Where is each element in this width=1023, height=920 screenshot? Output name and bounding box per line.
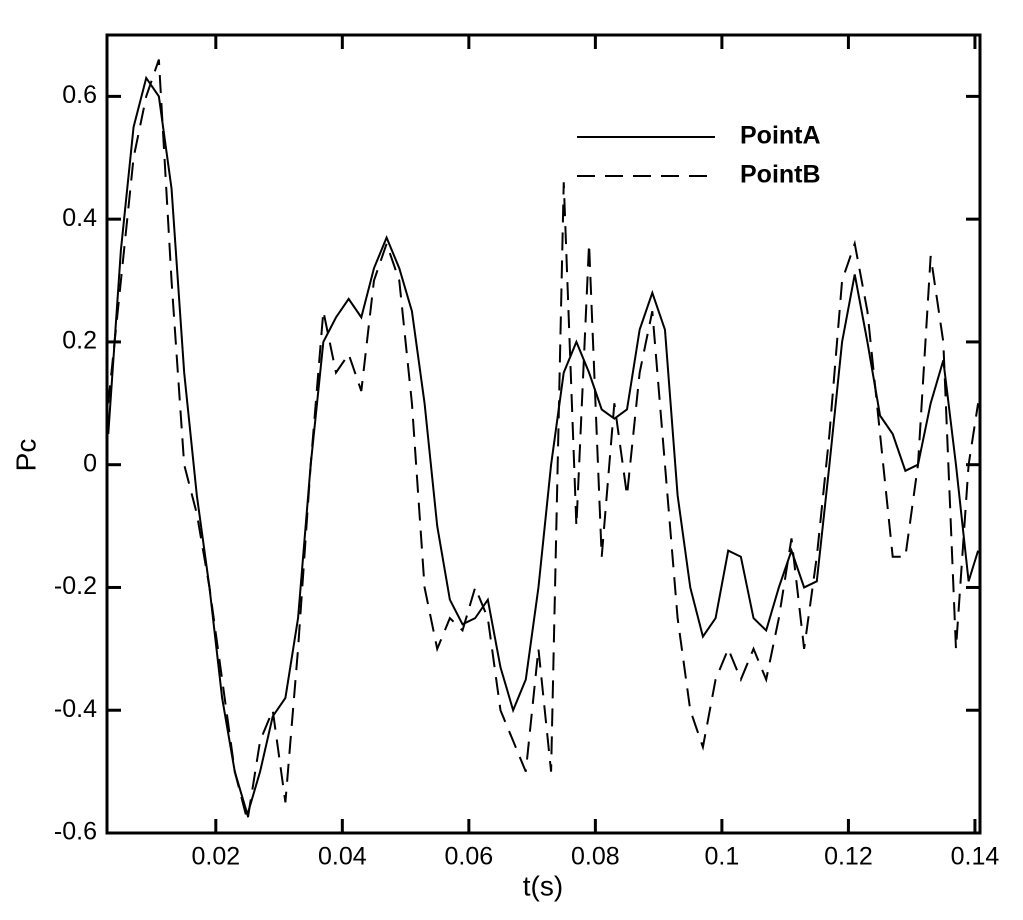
legend-label: PointB (740, 161, 821, 189)
x-axis-label: t(s) (523, 870, 563, 901)
y-axis-label: Pc (10, 439, 41, 472)
legend-label: PointA (740, 122, 821, 150)
y-tick-label: 0.6 (62, 81, 97, 109)
x-tick-label: 0.02 (191, 843, 240, 871)
x-tick-label: 0.14 (951, 843, 1000, 871)
x-tick-label: 0.08 (571, 843, 620, 871)
plot-frame (105, 33, 982, 835)
y-tick-label: 0.2 (62, 327, 97, 355)
y-tick-label: -0.6 (54, 818, 97, 846)
series-line (107, 59, 980, 821)
y-tick-label: 0.4 (62, 204, 97, 232)
x-tick-label: 0.06 (445, 843, 494, 871)
x-tick-label: 0.12 (824, 843, 873, 871)
x-tick-label: 0.04 (318, 843, 367, 871)
y-tick-label: 0 (83, 449, 97, 477)
plot-lines (107, 59, 980, 821)
y-tick-label: -0.2 (54, 572, 97, 600)
series-line (107, 75, 980, 819)
y-tick-label: -0.4 (54, 695, 97, 723)
x-tick-label: 0.1 (705, 843, 740, 871)
